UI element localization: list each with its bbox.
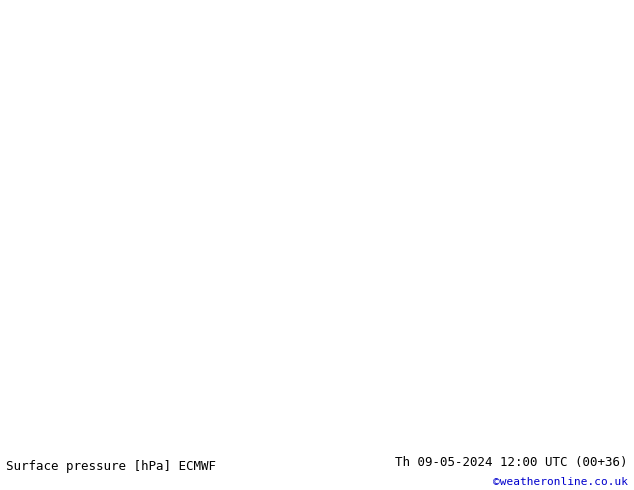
- Text: Th 09-05-2024 12:00 UTC (00+36): Th 09-05-2024 12:00 UTC (00+36): [395, 456, 628, 468]
- Text: Surface pressure [hPa] ECMWF: Surface pressure [hPa] ECMWF: [6, 460, 216, 472]
- Text: ©weatheronline.co.uk: ©weatheronline.co.uk: [493, 477, 628, 487]
